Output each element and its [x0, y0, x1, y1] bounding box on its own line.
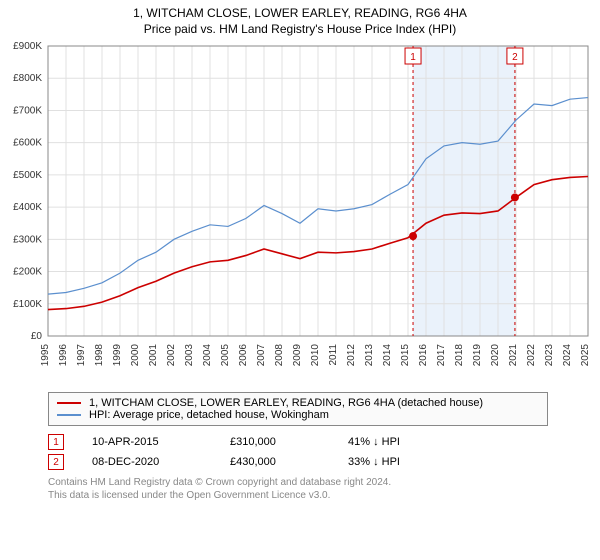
svg-text:2015: 2015 [400, 344, 411, 367]
svg-text:2001: 2001 [148, 344, 159, 367]
svg-text:2004: 2004 [202, 344, 213, 367]
svg-text:2024: 2024 [562, 344, 573, 367]
svg-text:2016: 2016 [418, 344, 429, 367]
svg-text:2017: 2017 [436, 344, 447, 367]
svg-text:£100K: £100K [13, 299, 42, 310]
sale-date: 10-APR-2015 [92, 436, 202, 448]
svg-text:£600K: £600K [13, 138, 42, 149]
sale-marker-1: 1 [48, 434, 64, 450]
svg-text:2003: 2003 [184, 344, 195, 367]
svg-text:1997: 1997 [76, 344, 87, 367]
sales-table: 1 10-APR-2015 £310,000 41% ↓ HPI 2 08-DE… [48, 434, 600, 470]
page-title: 1, WITCHAM CLOSE, LOWER EARLEY, READING,… [0, 6, 600, 20]
svg-text:2: 2 [512, 52, 518, 63]
svg-text:1995: 1995 [40, 344, 51, 367]
svg-text:2005: 2005 [220, 344, 231, 367]
svg-text:2002: 2002 [166, 344, 177, 367]
page-container: 1, WITCHAM CLOSE, LOWER EARLEY, READING,… [0, 0, 600, 560]
svg-text:£400K: £400K [13, 202, 42, 213]
svg-text:2008: 2008 [274, 344, 285, 367]
svg-text:2012: 2012 [346, 344, 357, 367]
svg-text:2000: 2000 [130, 344, 141, 367]
svg-text:£700K: £700K [13, 105, 42, 116]
svg-text:£500K: £500K [13, 170, 42, 181]
svg-text:2019: 2019 [472, 344, 483, 367]
chart-area: £0 £100K £200K £300K £400K £500K £600K £700K £80… [0, 36, 600, 386]
svg-text:£800K: £800K [13, 73, 42, 84]
sale-marker-2: 2 [48, 454, 64, 470]
legend-item-hpi: HPI: Average price, detached house, Woki… [57, 409, 539, 421]
sale-delta: 41% ↓ HPI [348, 436, 400, 448]
svg-text:2022: 2022 [526, 344, 537, 367]
sale-delta: 33% ↓ HPI [348, 456, 400, 468]
page-subtitle: Price paid vs. HM Land Registry's House … [0, 22, 600, 36]
svg-text:2020: 2020 [490, 344, 501, 367]
svg-text:£300K: £300K [13, 234, 42, 245]
svg-text:2023: 2023 [544, 344, 555, 367]
header-block: 1, WITCHAM CLOSE, LOWER EARLEY, READING,… [0, 0, 600, 36]
legend-swatch-hpi [57, 414, 81, 416]
svg-text:£0: £0 [31, 331, 43, 342]
price-chart: £0 £100K £200K £300K £400K £500K £600K £700K £80… [0, 36, 600, 386]
svg-text:£200K: £200K [13, 267, 42, 278]
svg-text:1996: 1996 [58, 344, 69, 367]
legend-label: 1, WITCHAM CLOSE, LOWER EARLEY, READING,… [89, 397, 483, 409]
sales-row-1: 1 10-APR-2015 £310,000 41% ↓ HPI [48, 434, 600, 450]
svg-text:2021: 2021 [508, 344, 519, 367]
footer-attribution: Contains HM Land Registry data © Crown c… [48, 476, 600, 502]
svg-text:1: 1 [410, 52, 416, 63]
svg-text:2011: 2011 [328, 344, 339, 366]
svg-text:2014: 2014 [382, 344, 393, 367]
svg-text:2025: 2025 [580, 344, 591, 367]
legend-item-property: 1, WITCHAM CLOSE, LOWER EARLEY, READING,… [57, 397, 539, 409]
svg-text:2009: 2009 [292, 344, 303, 367]
svg-text:2010: 2010 [310, 344, 321, 367]
legend-box: 1, WITCHAM CLOSE, LOWER EARLEY, READING,… [48, 392, 548, 426]
footer-line1: Contains HM Land Registry data © Crown c… [48, 476, 600, 489]
sale-price: £310,000 [230, 436, 320, 448]
legend-label: HPI: Average price, detached house, Woki… [89, 409, 329, 421]
footer-line2: This data is licensed under the Open Gov… [48, 489, 600, 502]
svg-text:2007: 2007 [256, 344, 267, 367]
sale-date: 08-DEC-2020 [92, 456, 202, 468]
svg-text:2006: 2006 [238, 344, 249, 367]
sales-row-2: 2 08-DEC-2020 £430,000 33% ↓ HPI [48, 454, 600, 470]
svg-text:2018: 2018 [454, 344, 465, 367]
svg-text:1998: 1998 [94, 344, 105, 367]
svg-text:£900K: £900K [13, 41, 42, 52]
svg-text:2013: 2013 [364, 344, 375, 367]
svg-text:1999: 1999 [112, 344, 123, 367]
sale-price: £430,000 [230, 456, 320, 468]
legend-swatch-property [57, 402, 81, 404]
